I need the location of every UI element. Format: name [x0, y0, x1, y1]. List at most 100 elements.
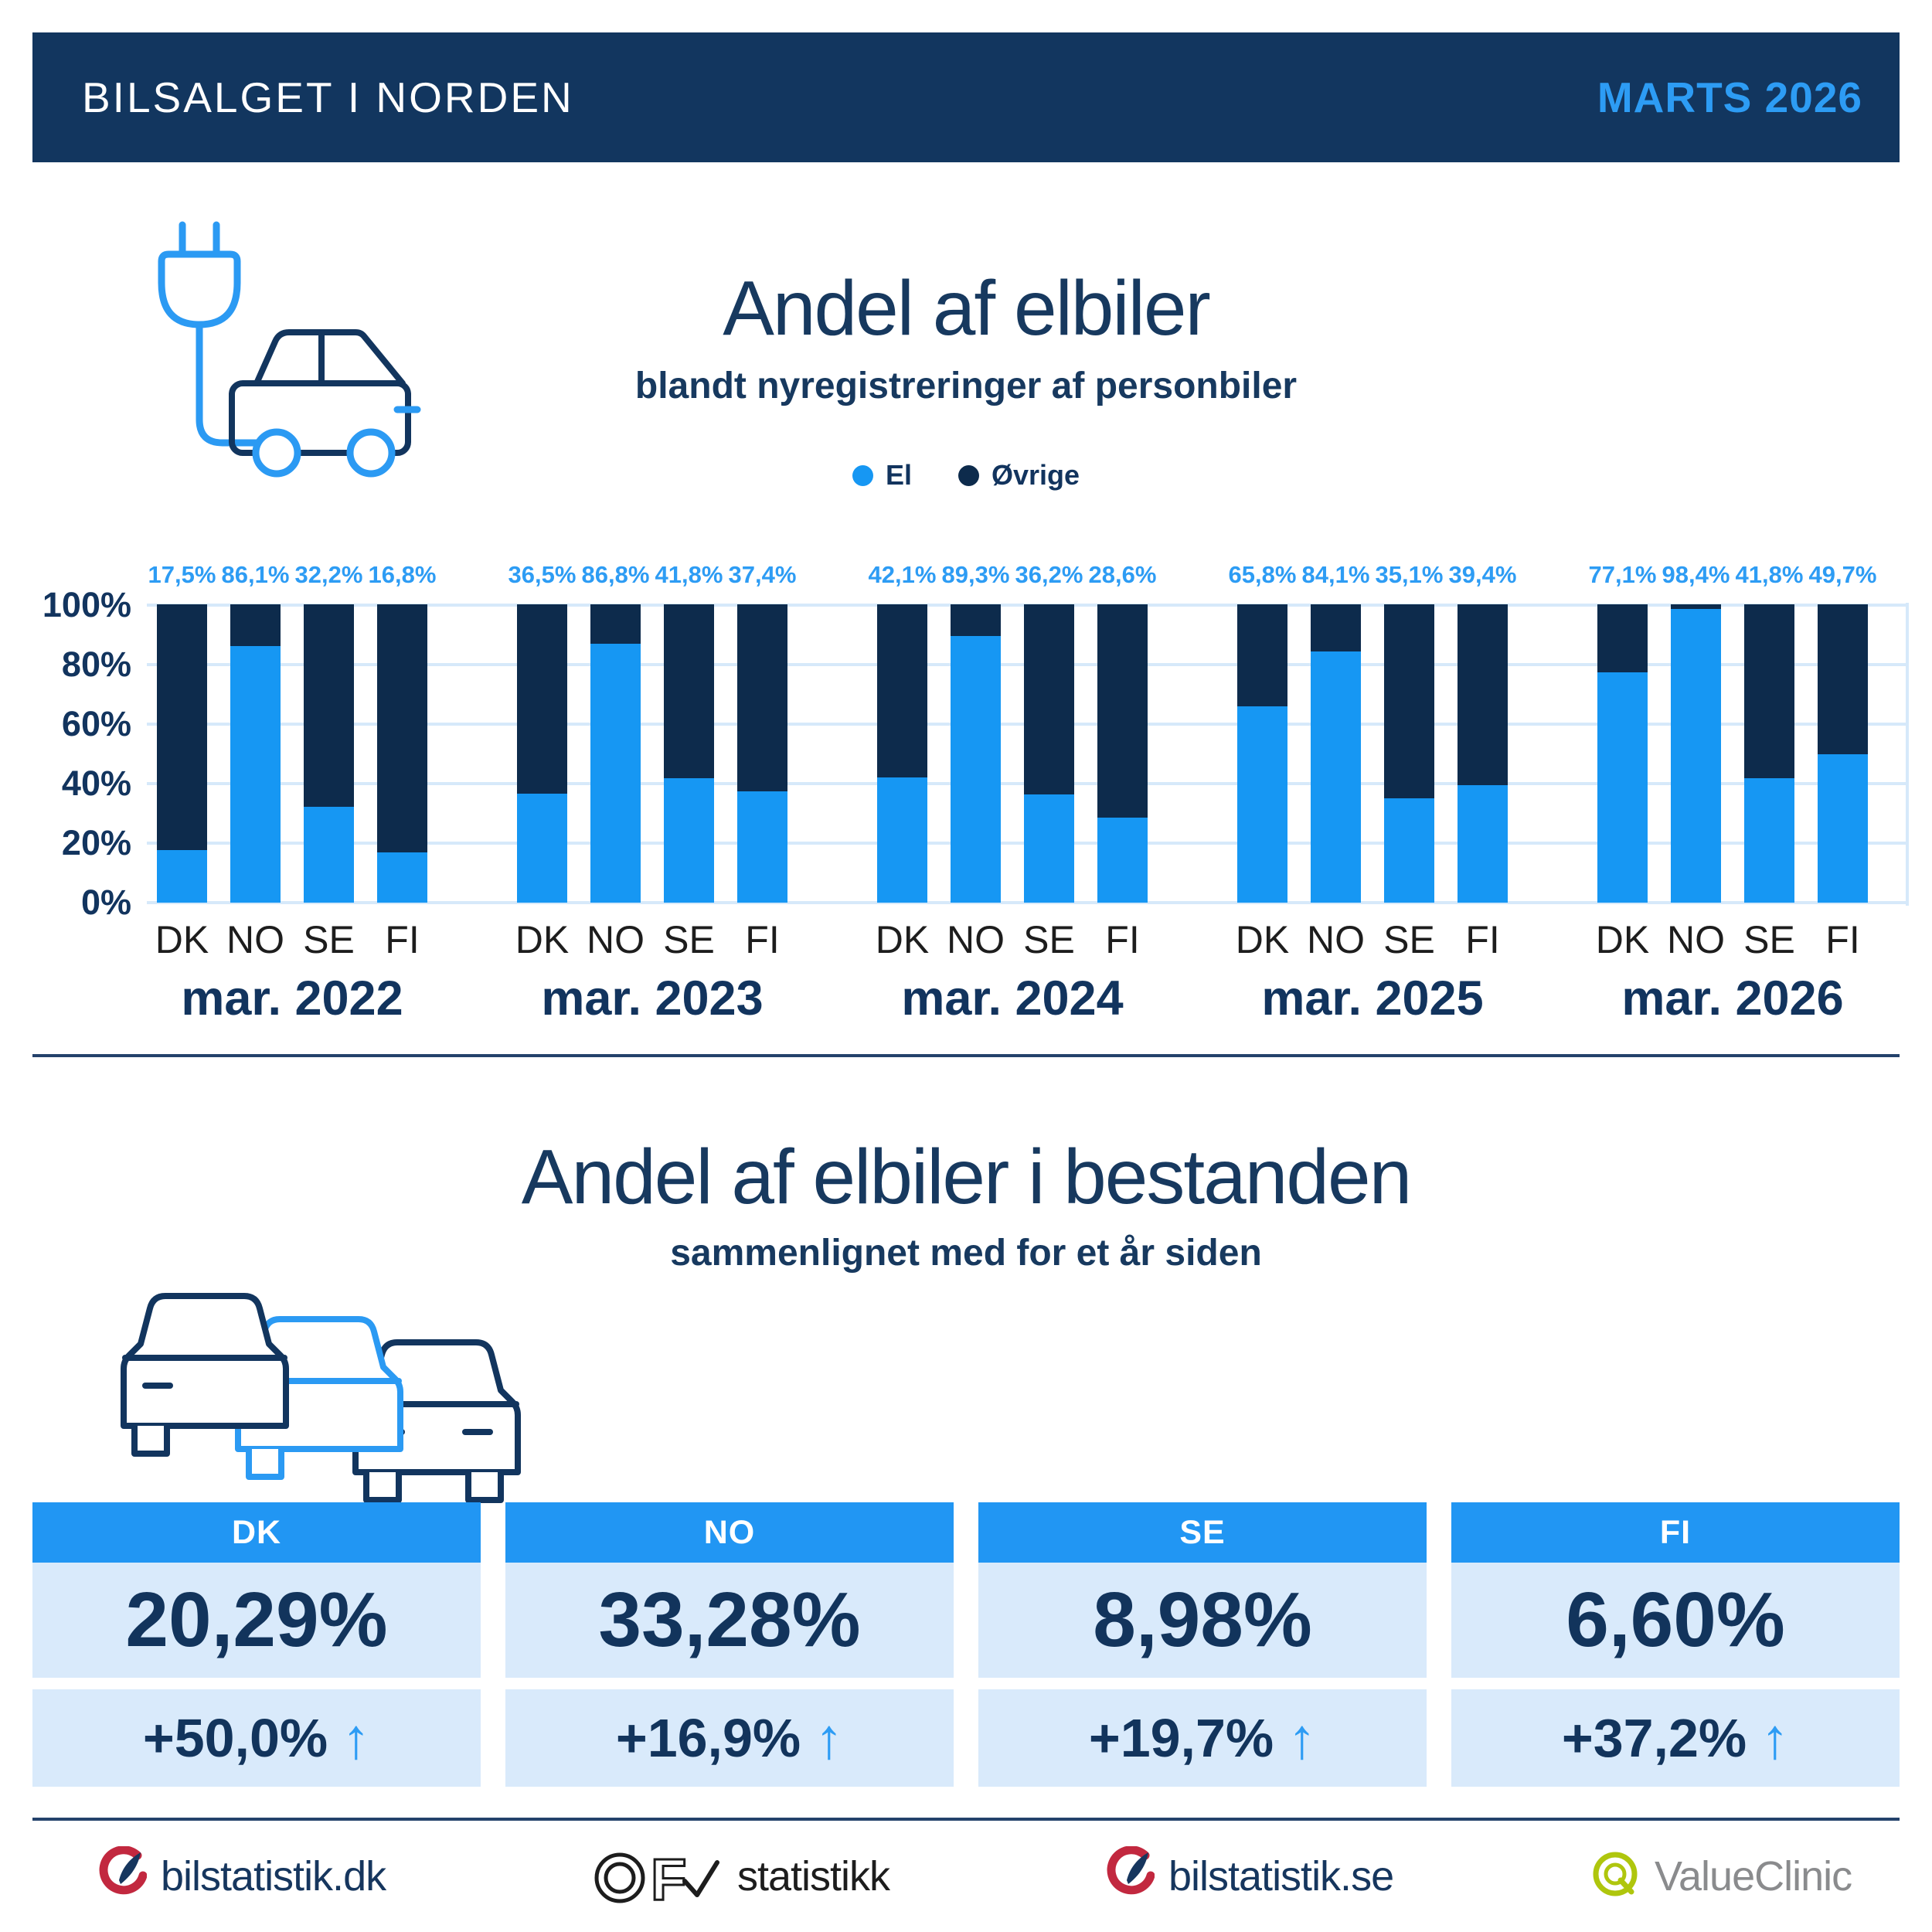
- country-card: NO 33,28% +16,9% ↑: [505, 1502, 954, 1787]
- country-label: DK: [875, 918, 930, 961]
- country-label: NO: [226, 918, 284, 961]
- ovrige-segment: [1458, 604, 1508, 785]
- brand-ofv-statistikk: statistikk: [737, 1853, 890, 1900]
- brand-valueclinic: ValueClinic: [1655, 1853, 1852, 1900]
- stacked-bar: [1237, 604, 1287, 903]
- card-gap: [32, 1678, 481, 1689]
- legend-item-ovrige: Øvrige: [957, 459, 1080, 492]
- stacked-bar: [1097, 604, 1148, 903]
- card-gap: [505, 1678, 954, 1689]
- country-label: FI: [1465, 918, 1500, 961]
- country-label: SE: [1383, 918, 1435, 961]
- stacked-bar: [1384, 604, 1434, 903]
- ovrige-segment: [1671, 604, 1721, 610]
- ovrige-segment: [1744, 604, 1794, 778]
- y-axis-label: 60%: [61, 703, 131, 743]
- el-segment: [664, 777, 714, 903]
- card-change: +50,0% ↑: [32, 1689, 481, 1787]
- ovrige-segment: [1237, 604, 1287, 707]
- card-share-value: 8,98%: [978, 1563, 1427, 1678]
- y-axis-label: 0%: [80, 883, 131, 922]
- el-legend-dot-icon: [852, 464, 873, 486]
- ovrige-segment: [737, 604, 787, 791]
- logo-ofv-statistikk: F statistikk: [592, 1838, 890, 1915]
- bar-value-label: 36,5%: [508, 561, 577, 588]
- ovrige-segment: [1024, 604, 1074, 795]
- stacked-bar: [1458, 604, 1508, 903]
- card-country-code: DK: [32, 1502, 481, 1563]
- country-label: NO: [947, 918, 1005, 961]
- el-segment: [1818, 754, 1868, 903]
- car-fleet-icon: [121, 1293, 521, 1503]
- ev-charging-car-icon: [158, 221, 421, 478]
- ovrige-segment: [1384, 604, 1434, 798]
- valueclinic-q-icon: [1593, 1852, 1638, 1896]
- el-segment: [737, 791, 787, 903]
- chart-group: 42,1% 89,3% 36,2% 28,6% DK NO SE FI mar. 2024: [866, 558, 1159, 1037]
- el-segment: [517, 794, 567, 903]
- bilstatistik-speedometer-icon: [99, 1846, 147, 1895]
- chart-group: 36,5% 86,8% 41,8% 37,4% DK NO SE FI mar. 2023: [505, 558, 799, 1037]
- ovrige-segment: [517, 604, 567, 794]
- footer-divider: [32, 1818, 1900, 1821]
- card-change: +19,7% ↑: [978, 1689, 1427, 1787]
- country-labels: DK NO SE FI: [505, 920, 799, 960]
- country-stat-cards: DK 20,29% +50,0% ↑ NO 33,28% +16,9% ↑ SE 8,98% +19…: [32, 1502, 1900, 1787]
- bar-value-label: 86,8%: [581, 561, 650, 588]
- y-axis-label: 40%: [61, 763, 131, 803]
- group-label: mar. 2022: [181, 971, 403, 1026]
- country-label: FI: [745, 918, 780, 961]
- svg-text:F: F: [651, 1847, 686, 1912]
- el-segment: [377, 852, 427, 903]
- card-gap: [978, 1678, 1427, 1689]
- ovrige-segment: [951, 604, 1001, 637]
- card-change: +16,9% ↑: [505, 1689, 954, 1787]
- el-segment: [157, 850, 207, 903]
- bar-value-label: 98,4%: [1662, 561, 1730, 588]
- ovrige-legend-dot-icon: [957, 464, 979, 486]
- el-segment: [1311, 651, 1361, 903]
- stacked-bar: [1024, 604, 1074, 903]
- country-label: DK: [1595, 918, 1650, 961]
- stacked-bar: [737, 604, 787, 903]
- bar-value-label: 49,7%: [1808, 561, 1877, 588]
- bar-stack-row: [157, 604, 427, 903]
- ovrige-segment: [664, 604, 714, 778]
- brand-bilstatistik-dk: bilstatistik.dk: [161, 1853, 386, 1900]
- y-axis-label: 20%: [61, 822, 131, 862]
- country-label: DK: [1235, 918, 1290, 961]
- country-labels: DK NO SE FI: [866, 920, 1159, 960]
- el-segment: [1024, 794, 1074, 903]
- section-divider: [32, 1054, 1900, 1057]
- bar-stack-row: [1237, 604, 1508, 903]
- up-arrow-icon: ↑: [815, 1706, 844, 1770]
- el-segment: [304, 806, 354, 903]
- el-segment: [1237, 706, 1287, 903]
- card-country-code: NO: [505, 1502, 954, 1563]
- bar-value-label: 37,4%: [728, 561, 797, 588]
- bar-value-label: 16,8%: [368, 561, 437, 588]
- ovrige-segment: [304, 604, 354, 807]
- chart-group: 17,5% 86,1% 32,2% 16,8% DK NO SE FI mar. 2022: [145, 558, 439, 1037]
- country-card: DK 20,29% +50,0% ↑: [32, 1502, 481, 1787]
- bar-value-labels: 36,5% 86,8% 41,8% 37,4%: [505, 558, 799, 592]
- bar-value-label: 77,1%: [1588, 561, 1657, 588]
- stacked-bar: [590, 604, 641, 903]
- country-label: SE: [303, 918, 355, 961]
- country-label: SE: [1743, 918, 1795, 961]
- brand-bilstatistik-se: bilstatistik.se: [1168, 1853, 1394, 1900]
- header-bar: BILSALGET I NORDEN MARTS 2026: [32, 32, 1900, 162]
- el-segment: [1597, 672, 1648, 903]
- bilstatistik-speedometer-icon: [1107, 1846, 1155, 1895]
- bar-stack-row: [877, 604, 1148, 903]
- bar-value-labels: 42,1% 89,3% 36,2% 28,6%: [866, 558, 1159, 592]
- card-country-code: FI: [1451, 1502, 1900, 1563]
- ovrige-segment: [590, 604, 641, 644]
- up-arrow-icon: ↑: [1760, 1706, 1790, 1770]
- bar-value-label: 17,5%: [148, 561, 216, 588]
- logo-bilstatistik-dk: bilstatistik.dk: [97, 1838, 386, 1915]
- ovrige-segment: [1818, 604, 1868, 755]
- el-segment: [1671, 609, 1721, 903]
